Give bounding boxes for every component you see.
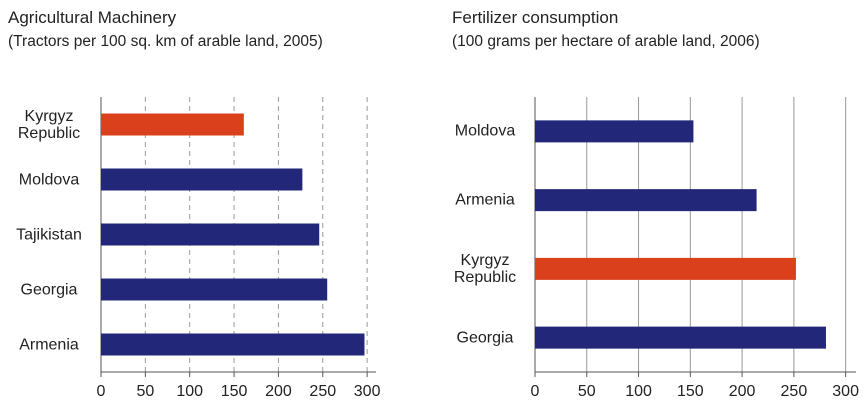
bar <box>101 168 303 191</box>
x-tick-label: 100 <box>176 383 203 400</box>
x-tick-label: 250 <box>309 383 336 400</box>
chart-subtitle: (Tractors per 100 sq. km of arable land,… <box>8 33 323 50</box>
x-tick-label: 0 <box>97 383 106 400</box>
bar <box>101 113 244 136</box>
y-tick-label: Tajikistan <box>16 226 82 243</box>
bar <box>101 278 328 301</box>
y-tick-label: Moldova <box>454 122 516 140</box>
x-tick-label: 300 <box>832 383 859 400</box>
x-tick-label: 250 <box>781 383 808 400</box>
x-tick-label: 300 <box>354 383 381 400</box>
bar <box>535 326 826 349</box>
y-tick-label: Armenia <box>455 191 515 209</box>
y-tick-label: Moldova <box>18 171 80 188</box>
x-tick-label: 150 <box>677 383 704 400</box>
bar <box>535 189 757 212</box>
chart-title: Agricultural Machinery <box>8 8 177 27</box>
y-tick-label: Georgia <box>20 281 78 298</box>
bar <box>101 223 320 246</box>
chart-title: Fertilizer consumption <box>452 8 619 27</box>
x-tick-label: 100 <box>625 383 652 400</box>
bar <box>101 333 365 356</box>
bar <box>535 257 796 280</box>
y-tick-label: Georgia <box>456 329 514 347</box>
bar <box>535 120 694 143</box>
chart-subtitle: (100 grams per hectare of arable land, 2… <box>452 33 760 50</box>
y-tick-label: Armenia <box>19 336 79 353</box>
x-tick-label: 0 <box>531 383 540 400</box>
x-tick-label: 150 <box>221 383 248 400</box>
x-tick-label: 50 <box>578 383 596 400</box>
x-tick-label: 200 <box>729 383 756 400</box>
y-tick-label: Kyrgyz Republic <box>453 251 517 286</box>
y-tick-label: Kyrgyz Republic <box>17 107 81 142</box>
x-tick-label: 200 <box>265 383 292 400</box>
x-tick-label: 50 <box>136 383 154 400</box>
